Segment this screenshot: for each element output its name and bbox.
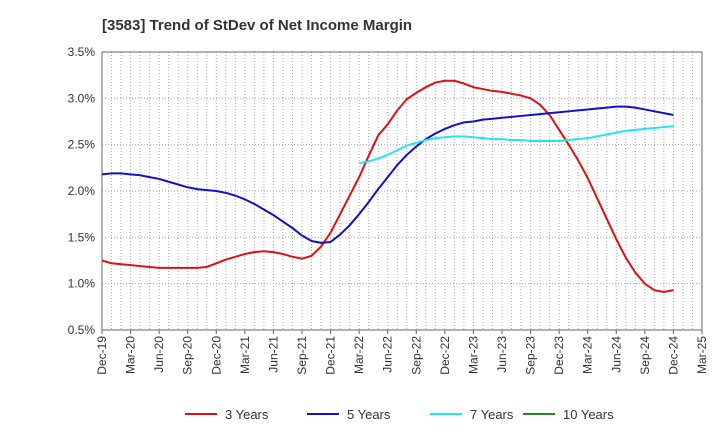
legend-label-7-years: 7 Years	[470, 407, 514, 422]
y-tick-label: 2.5%	[68, 138, 96, 152]
x-tick-label: Dec-22	[438, 336, 452, 375]
x-tick-label: Dec-19	[95, 336, 109, 375]
plot-frame	[101, 51, 703, 331]
x-tick-label: Jun-20	[152, 336, 166, 373]
legend-label-10-years: 10 Years	[563, 407, 614, 422]
x-tick-label: Mar-23	[466, 336, 480, 374]
y-tick-label: 1.0%	[68, 277, 96, 291]
series-line-5-years	[101, 105, 674, 244]
x-tick-label: Mar-20	[124, 336, 138, 374]
x-axis-ticks: Dec-19 Mar-20 Jun-20 Sep-20 Dec-20 Mar-21 Jun-…	[95, 330, 709, 375]
x-tick-label: Dec-23	[552, 336, 566, 375]
x-tick-label: Dec-21	[324, 336, 338, 375]
y-axis-ticks: 0.5% 1.0% 1.5% 2.0% 2.5% 3.0% 3.5%	[68, 45, 96, 337]
y-tick-label: 1.5%	[68, 230, 96, 244]
x-tick-label: Jun-24	[609, 336, 623, 373]
x-tick-label: Jun-22	[381, 336, 395, 373]
x-tick-label: Sep-22	[409, 336, 423, 375]
plot-area	[101, 51, 703, 331]
grid-lines	[102, 52, 702, 330]
x-tick-label: Dec-20	[209, 336, 223, 375]
x-tick-label: Mar-24	[581, 336, 595, 374]
series-lines	[101, 79, 674, 294]
chart-title: [3583] Trend of StDev of Net Income Marg…	[102, 17, 412, 34]
legend: 3 Years 5 Years 7 Years 10 Years	[185, 407, 614, 422]
y-tick-label: 3.5%	[68, 45, 96, 59]
x-tick-label: Jun-23	[495, 336, 509, 373]
x-tick-label: Mar-21	[238, 336, 252, 374]
legend-label-5-years: 5 Years	[347, 407, 391, 422]
series-line-3-years	[101, 79, 674, 294]
legend-label-3-years: 3 Years	[225, 407, 269, 422]
x-tick-label: Mar-25	[695, 336, 709, 374]
x-tick-label: Sep-24	[638, 336, 652, 375]
x-tick-label: Dec-24	[666, 336, 680, 375]
x-tick-label: Jun-21	[266, 336, 280, 373]
x-tick-label: Sep-20	[181, 336, 195, 375]
y-tick-label: 3.0%	[68, 91, 96, 105]
x-tick-label: Mar-22	[352, 336, 366, 374]
y-tick-label: 2.0%	[68, 184, 96, 198]
series-line-7-years	[358, 125, 674, 165]
x-tick-label: Sep-23	[524, 336, 538, 375]
y-tick-label: 0.5%	[68, 323, 96, 337]
x-tick-label: Sep-21	[295, 336, 309, 375]
